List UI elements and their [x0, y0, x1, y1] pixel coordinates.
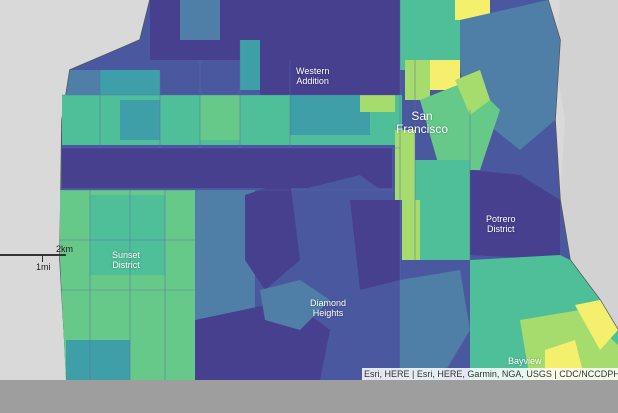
tract-region[interactable] [395, 130, 415, 200]
label-bayview: Bayview [508, 356, 542, 366]
map-canvas[interactable] [0, 0, 618, 380]
scale-bar-tick [42, 254, 43, 262]
tract-region[interactable] [455, 0, 490, 20]
choropleth-map[interactable]: Western Addition San Francisco Potrero Dist… [0, 0, 618, 380]
tract-region[interactable] [90, 195, 165, 275]
census-tracts[interactable] [60, 0, 618, 380]
bay-area [555, 0, 618, 330]
tract-region[interactable] [360, 90, 395, 112]
tract-region[interactable] [260, 280, 330, 330]
tract-region[interactable] [240, 40, 260, 90]
map-attribution[interactable]: Esri, HERE | Esri, HERE, Garmin, NGA, US… [362, 368, 618, 380]
tract-region[interactable] [455, 70, 490, 115]
tract-region[interactable] [290, 95, 370, 135]
footer-bar [0, 380, 618, 413]
tract-region[interactable] [400, 0, 460, 70]
tract-region[interactable] [350, 200, 400, 290]
tract-region[interactable] [575, 300, 618, 350]
tract-region[interactable] [470, 170, 560, 260]
label-western-addition: Western Addition [296, 66, 330, 86]
scale-label-km: 2km [56, 244, 74, 254]
scale-bar: 2km 1mi [0, 244, 74, 276]
label-potrero-district: Potrero District [486, 214, 516, 234]
label-san-francisco: San Francisco [396, 109, 449, 136]
tract-region[interactable] [200, 95, 240, 140]
tract-region[interactable] [430, 60, 460, 90]
scale-bar-line [0, 254, 66, 256]
tract-region[interactable] [400, 270, 470, 380]
label-diamond-heights: Diamond Heights [310, 298, 347, 318]
scale-label-mi: 1mi [36, 262, 51, 272]
tract-region[interactable] [405, 60, 430, 100]
tract-region[interactable] [415, 160, 470, 260]
tract-boundaries [60, 0, 471, 380]
label-sunset-district: Sunset District [112, 250, 141, 270]
tract-region[interactable] [120, 100, 160, 140]
tract-region[interactable] [260, 60, 400, 95]
tract-region[interactable] [180, 0, 220, 40]
tract-region[interactable] [66, 340, 130, 380]
tract-region[interactable] [402, 200, 420, 260]
tract-region[interactable] [245, 180, 300, 290]
